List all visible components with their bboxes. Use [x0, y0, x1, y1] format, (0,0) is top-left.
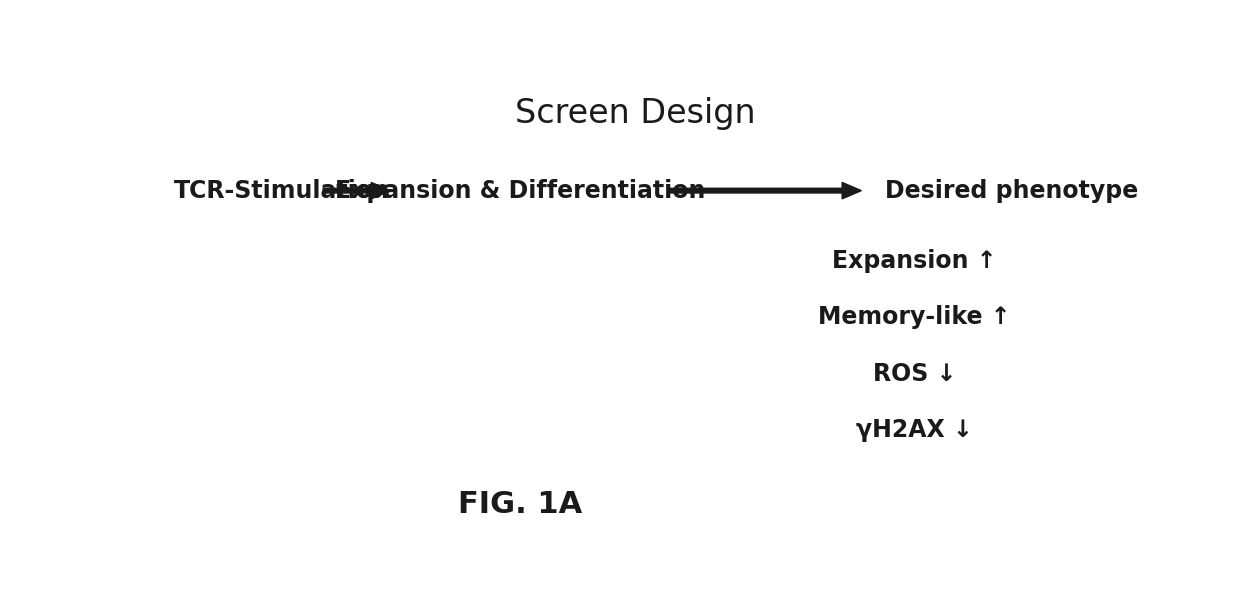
FancyArrow shape	[670, 182, 862, 199]
Text: γH2AX ↓: γH2AX ↓	[856, 418, 972, 442]
Text: Memory-like ↑: Memory-like ↑	[818, 306, 1011, 329]
Text: ROS ↓: ROS ↓	[873, 362, 956, 386]
Text: Expansion & Differentiation: Expansion & Differentiation	[335, 179, 706, 203]
Text: Screen Design: Screen Design	[515, 97, 756, 130]
Text: TCR-Stimulation: TCR-Stimulation	[174, 179, 391, 203]
Text: FIG. 1A: FIG. 1A	[458, 490, 583, 520]
Text: Desired phenotype: Desired phenotype	[885, 179, 1138, 203]
FancyArrow shape	[324, 182, 391, 199]
Text: Expansion ↑: Expansion ↑	[832, 249, 997, 273]
